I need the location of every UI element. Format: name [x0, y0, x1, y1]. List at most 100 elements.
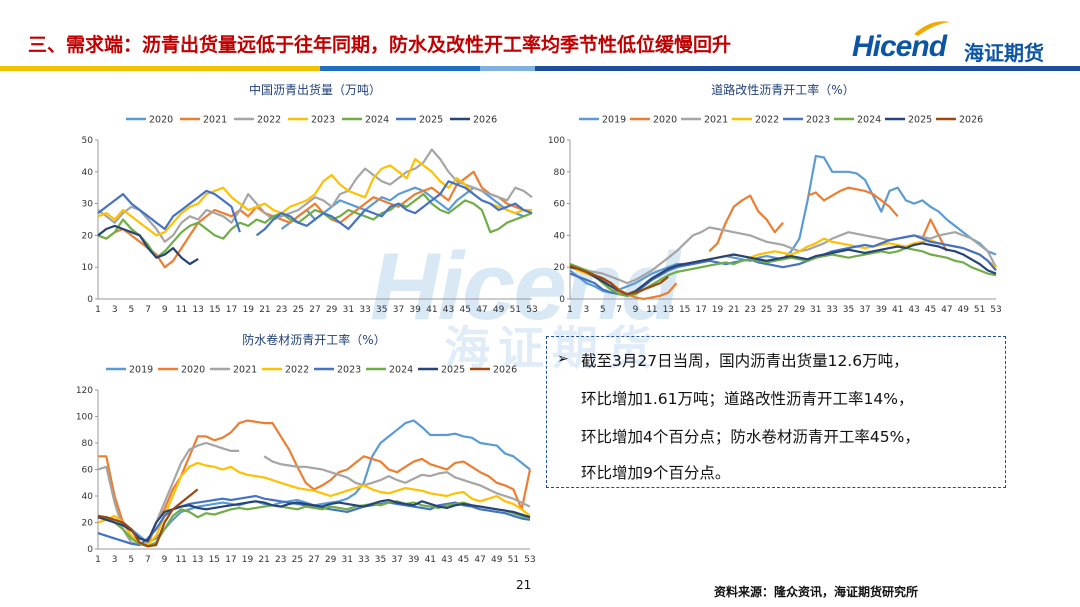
x-tick-label: 5	[600, 305, 606, 315]
x-tick-label: 23	[275, 555, 286, 565]
y-tick-label: 0	[559, 295, 565, 305]
x-tick-label: 33	[358, 555, 369, 565]
y-tick-label: 80	[554, 168, 566, 178]
x-tick-label: 47	[941, 305, 952, 315]
x-tick-label: 7	[145, 555, 151, 565]
y-tick-label: 40	[82, 492, 94, 502]
x-tick-label: 11	[646, 305, 657, 315]
x-tick-label: 27	[777, 305, 788, 315]
x-tick-label: 21	[259, 305, 270, 315]
x-tick-label: 31	[343, 305, 354, 315]
x-tick-label: 1	[95, 555, 101, 565]
legend-label-2025: 2025	[419, 115, 443, 126]
x-tick-label: 33	[359, 305, 370, 315]
y-tick-label: 0	[87, 545, 93, 555]
legend-label-2024: 2024	[365, 115, 389, 126]
series-line-2024	[569, 247, 997, 297]
logo-text-en: Hicend	[852, 30, 947, 63]
y-tick-label: 0	[87, 295, 93, 305]
x-tick-label: 47	[476, 305, 487, 315]
bullet-arrow-icon: ➢	[557, 351, 569, 367]
x-tick-label: 51	[510, 305, 521, 315]
x-tick-label: 7	[616, 305, 622, 315]
x-tick-label: 5	[128, 555, 134, 565]
x-tick-label: 13	[192, 555, 203, 565]
legend-label-2019: 2019	[129, 365, 153, 376]
x-tick-label: 49	[958, 305, 970, 315]
chart-waterproof: 防水卷材沥青开工率（%） 2019 2020 2021 2022 2023 2024 2025…	[60, 330, 540, 575]
x-tick-label: 13	[663, 305, 674, 315]
legend-label-2023: 2023	[806, 115, 830, 126]
legend-label-2020: 2020	[653, 115, 677, 126]
series-line-2022	[97, 461, 531, 547]
x-tick-label: 39	[409, 305, 421, 315]
legend-label-2020: 2020	[149, 115, 173, 126]
legend-label-2025: 2025	[441, 365, 465, 376]
x-tick-label: 47	[474, 555, 485, 565]
x-tick-label: 3	[584, 305, 590, 315]
x-tick-label: 3	[112, 305, 118, 315]
x-tick-label: 27	[308, 555, 319, 565]
y-tick-label: 50	[82, 136, 94, 146]
x-tick-label: 35	[376, 305, 387, 315]
x-tick-label: 1	[95, 305, 101, 315]
legend-label-2019: 2019	[602, 115, 626, 126]
x-tick-label: 7	[145, 305, 151, 315]
y-tick-label: 120	[76, 386, 93, 396]
x-tick-label: 45	[925, 305, 936, 315]
x-tick-label: 53	[990, 305, 1001, 315]
x-tick-label: 53	[524, 555, 535, 565]
x-tick-label: 17	[225, 555, 236, 565]
x-tick-label: 41	[426, 305, 437, 315]
y-tick-label: 10	[82, 263, 94, 273]
chart-road-modified: 道路改性沥青开工率（%） 2019 2020 2021 2022 2023 2024 2025…	[540, 80, 1010, 320]
x-tick-label: 51	[974, 305, 985, 315]
note-line-2: 环比增加1.61万吨；道路改性沥青开工率14%，	[581, 390, 914, 408]
x-tick-label: 29	[326, 305, 338, 315]
x-tick-label: 41	[892, 305, 903, 315]
x-tick-label: 45	[458, 555, 469, 565]
x-tick-label: 15	[679, 305, 690, 315]
chart-waterproof-svg: 防水卷材沥青开工率（%）2019 2020 2021 2022 2023 2024 2025…	[76, 332, 536, 565]
legend-label-2026: 2026	[473, 115, 497, 126]
x-tick-label: 51	[508, 555, 519, 565]
x-tick-label: 43	[908, 305, 919, 315]
y-tick-label: 20	[554, 263, 566, 273]
x-tick-label: 25	[293, 305, 304, 315]
legend-label-2024: 2024	[857, 115, 881, 126]
legend-label-2026: 2026	[959, 115, 983, 126]
header-stripe-navy	[535, 66, 1080, 71]
chart-shipments: 中国沥青出货量（万吨） 2020 2021 2022 2023 2024 2025 2026 0…	[60, 80, 540, 320]
series-line-2022	[97, 148, 533, 243]
x-tick-label: 49	[493, 305, 505, 315]
series-line-2025	[97, 180, 533, 237]
commentary-box: ➢ 截至3月27日当周，国内沥青出货量12.6万吨， 环比增加1.61万吨；道路…	[546, 336, 1006, 488]
x-tick-label: 49	[491, 555, 503, 565]
x-tick-label: 15	[209, 305, 220, 315]
x-tick-label: 37	[859, 305, 870, 315]
series-line-2024	[97, 500, 531, 548]
chart-road-modified-svg: 道路改性沥青开工率（%）2019 2020 2021 2022 2023 2024 2025…	[548, 82, 1002, 315]
x-tick-label: 9	[633, 305, 639, 315]
series-line-2021	[569, 226, 997, 285]
x-tick-label: 21	[728, 305, 739, 315]
legend-label-2021: 2021	[203, 115, 227, 126]
legend-label-2026: 2026	[493, 365, 517, 376]
y-tick-label: 100	[548, 136, 565, 146]
legend-label-2025: 2025	[908, 115, 932, 126]
x-tick-label: 11	[175, 555, 186, 565]
legend-label-2020: 2020	[181, 365, 205, 376]
y-tick-label: 60	[554, 200, 566, 210]
legend-label-2022: 2022	[285, 365, 309, 376]
y-tick-label: 30	[82, 200, 94, 210]
x-tick-label: 39	[876, 305, 888, 315]
y-tick-label: 100	[76, 413, 93, 423]
x-tick-label: 19	[712, 305, 724, 315]
x-tick-label: 25	[292, 555, 303, 565]
x-tick-label: 37	[393, 305, 404, 315]
x-tick-label: 23	[276, 305, 287, 315]
series-line-2023	[97, 158, 532, 237]
x-tick-label: 21	[258, 555, 269, 565]
x-tick-label: 37	[391, 555, 402, 565]
chart-title: 道路改性沥青开工率（%）	[711, 82, 854, 97]
